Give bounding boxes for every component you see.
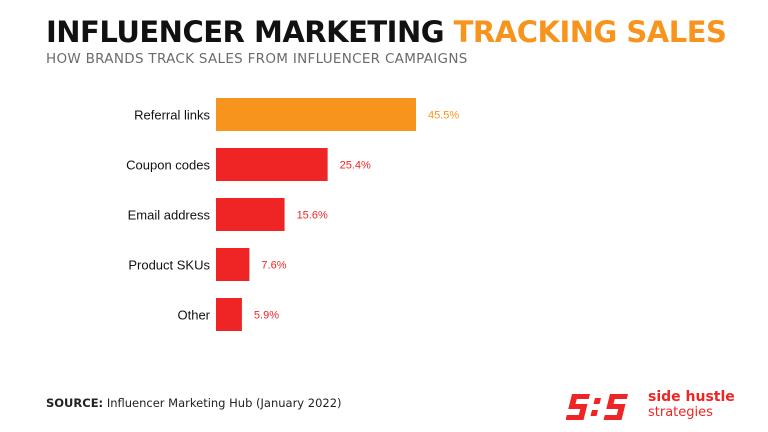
bar-chart: Referral links 45.5% Coupon codes 25.4% Emai… (126, 98, 459, 331)
bar (216, 298, 242, 331)
shs-mark-icon (566, 394, 628, 420)
value-label: 25.4% (340, 160, 371, 172)
category-label: Other (177, 308, 210, 323)
value-label: 45.5% (428, 110, 459, 122)
title-part-dark: INFLUENCER MARKETING (46, 15, 445, 49)
bar (216, 198, 285, 231)
value-label: 15.6% (297, 210, 328, 222)
chart-title: INFLUENCER MARKETING TRACKING SALES (46, 12, 727, 52)
brand-name-line1: side hustle (648, 389, 735, 405)
value-label: 5.9% (254, 310, 279, 322)
brand-name: side hustle strategies (648, 389, 735, 421)
category-label: Product SKUs (128, 258, 210, 273)
value-label: 7.6% (261, 260, 286, 272)
source-label: SOURCE: (46, 396, 104, 410)
chart-subtitle: HOW BRANDS TRACK SALES FROM INFLUENCER C… (46, 51, 468, 67)
bar (216, 98, 416, 131)
category-label: Coupon codes (126, 158, 210, 173)
category-label: Email address (128, 208, 211, 223)
brand-logo: side hustle strategies (566, 390, 746, 424)
bar (216, 248, 250, 281)
bar (216, 148, 328, 181)
category-label: Referral links (134, 108, 210, 123)
title-part-highlight: TRACKING SALES (453, 15, 727, 49)
brand-name-line2: strategies (648, 405, 713, 420)
source-note: SOURCE: Influencer Marketing Hub (Januar… (46, 396, 342, 410)
source-text: Influencer Marketing Hub (January 2022) (106, 396, 342, 410)
